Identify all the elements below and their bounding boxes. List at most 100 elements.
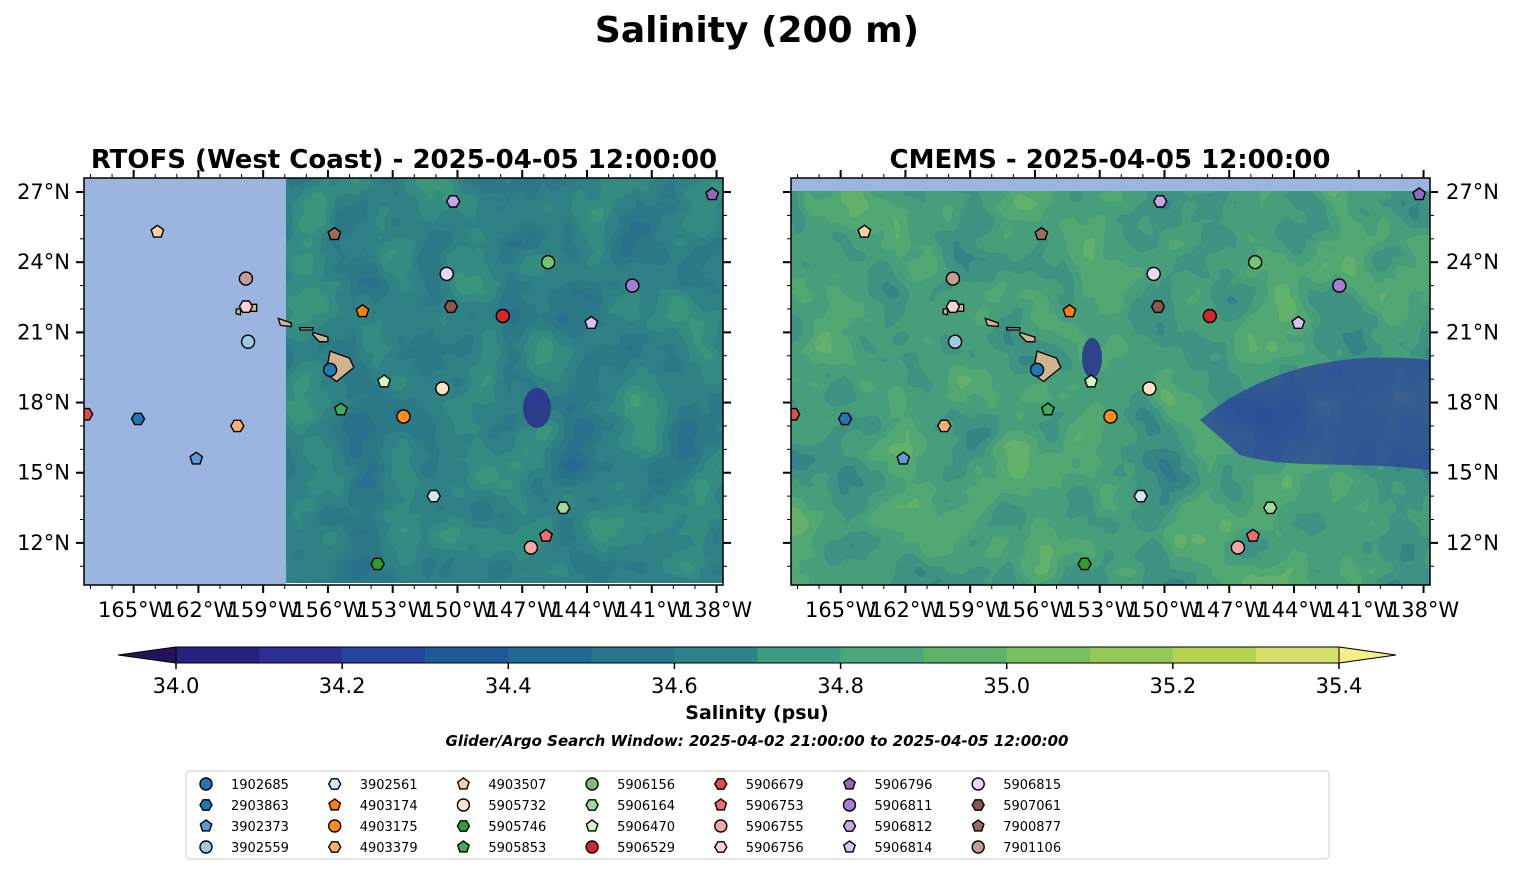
x-tick-label: 153°W — [1064, 598, 1136, 622]
colorbar-segment — [259, 647, 343, 663]
float-marker-5906755 — [523, 540, 539, 555]
legend-label: 5906811 — [875, 799, 933, 814]
rtofs-nodata-area — [84, 178, 286, 585]
legend-marker-5906679 — [713, 778, 728, 790]
legend-marker-2903863 — [199, 799, 213, 811]
legend-label: 4903174 — [360, 799, 418, 814]
colorbar-segment — [757, 647, 842, 663]
legend-marker-7900877 — [971, 819, 985, 832]
float-marker-5906679 — [791, 407, 801, 421]
legend-label: 3902559 — [231, 841, 289, 856]
legend-item-3902559: 3902559 — [199, 840, 289, 856]
legend-marker-5906756 — [713, 841, 728, 853]
x-tick-label: 162°W — [163, 598, 235, 622]
legend-item-5906164: 5906164 — [585, 799, 675, 814]
float-marker-5905853 — [1040, 402, 1055, 416]
legend-marker-5906156 — [585, 777, 599, 791]
legend-label: 4903379 — [360, 841, 418, 856]
legend-item-5906796: 5906796 — [842, 777, 932, 793]
island-maui — [312, 331, 329, 343]
legend-item-5906756: 5906756 — [713, 841, 804, 856]
legend-item-5906529: 5906529 — [585, 840, 675, 856]
float-marker-5905732 — [1142, 381, 1157, 396]
y-tick-label: 18°N — [17, 391, 70, 415]
float-marker-7901106 — [238, 271, 254, 286]
float-marker-5906164 — [555, 501, 571, 515]
legend-item-5906755: 5906755 — [714, 819, 804, 835]
colorbar-tick-label: 35.4 — [1316, 674, 1363, 698]
legend-label: 5906470 — [617, 820, 675, 835]
legend-label: 3902373 — [231, 820, 289, 835]
float-marker-5906796 — [705, 187, 720, 201]
float-marker-5906811 — [625, 278, 640, 293]
rtofs-salinity-field — [286, 178, 723, 583]
legend-marker-5905732 — [456, 798, 471, 812]
float-legend: 1902685 2903863 3902373 3902559 3902561 49031… — [185, 770, 1330, 860]
float-marker-3902373 — [189, 451, 204, 465]
cmems-low-salinity-tongue — [1200, 357, 1430, 470]
island-niihau — [235, 308, 242, 316]
x-tick-label: 159°W — [227, 598, 299, 622]
x-tick-label: 156°W — [999, 598, 1071, 622]
legend-marker-5906753 — [714, 798, 728, 811]
legend-label: 7901106 — [1003, 841, 1061, 856]
island-maui — [1019, 331, 1036, 343]
float-marker-2903863 — [837, 412, 853, 426]
legend-item-5906814: 5906814 — [842, 840, 932, 856]
legend-marker-5906755 — [714, 819, 728, 833]
legend-label: 5907061 — [1003, 799, 1061, 814]
rtofs-frame — [83, 177, 724, 586]
float-marker-5906756 — [238, 300, 254, 313]
legend-marker-3902373 — [199, 819, 213, 832]
legend-item-5906811: 5906811 — [842, 798, 933, 814]
cmems-eddy-low — [1082, 338, 1102, 378]
float-marker-5906156 — [1247, 255, 1263, 270]
float-marker-5906812 — [445, 195, 461, 208]
colorbar-segment — [176, 647, 260, 663]
float-marker-4903174 — [355, 303, 370, 318]
island-oahu — [984, 317, 999, 328]
legend-label: 4903175 — [360, 820, 418, 835]
legend-label: 4903507 — [488, 778, 546, 793]
legend-label: 5905853 — [488, 841, 546, 856]
legend-marker-5906814 — [842, 840, 857, 853]
float-marker-5906796 — [1412, 187, 1427, 201]
legend-marker-7901106 — [971, 840, 985, 854]
cmems-nodata-strip — [791, 178, 1430, 191]
float-marker-3902559 — [947, 334, 963, 349]
float-marker-4903507 — [150, 224, 165, 238]
x-tick-label: 144°W — [551, 598, 623, 622]
legend-label: 5906529 — [617, 841, 675, 856]
island-oahu — [277, 317, 292, 328]
legend-marker-5906164 — [585, 799, 599, 811]
legend-item-5906679: 5906679 — [713, 778, 804, 793]
legend-item-1902685: 1902685 — [199, 777, 289, 793]
legend-marker-5905746 — [456, 820, 471, 832]
legend-label: 7900877 — [1003, 820, 1061, 835]
legend-marker-4903379 — [327, 841, 342, 853]
y-tick-label: 24°N — [1446, 250, 1499, 274]
legend-item-4903507: 4903507 — [456, 777, 546, 793]
colorbar-tick-label: 34.6 — [651, 674, 698, 698]
float-marker-5907061 — [1150, 300, 1166, 313]
y-tick-label: 27°N — [1446, 180, 1499, 204]
legend-label: 2903863 — [231, 799, 289, 814]
y-tick-label: 12°N — [1446, 531, 1499, 555]
figure-title: Salinity (200 m) — [595, 10, 919, 51]
float-marker-5906815 — [439, 266, 454, 282]
y-tick-label: 21°N — [1446, 320, 1499, 344]
colorbar-segment — [840, 647, 925, 663]
colorbar-segment — [1255, 647, 1340, 663]
colorbar-tick-label: 35.2 — [1149, 674, 1196, 698]
float-marker-5906814 — [584, 315, 599, 329]
x-tick-label: 141°W — [1323, 598, 1395, 622]
float-marker-7901106 — [945, 271, 961, 286]
float-marker-5905746 — [370, 557, 385, 571]
legend-box — [185, 770, 1330, 860]
y-tick-label: 15°N — [1446, 461, 1499, 485]
float-marker-5906815 — [1146, 266, 1161, 282]
legend-label: 5906812 — [875, 820, 933, 835]
y-tick-label: 24°N — [17, 250, 70, 274]
legend-marker-5905853 — [456, 840, 470, 853]
